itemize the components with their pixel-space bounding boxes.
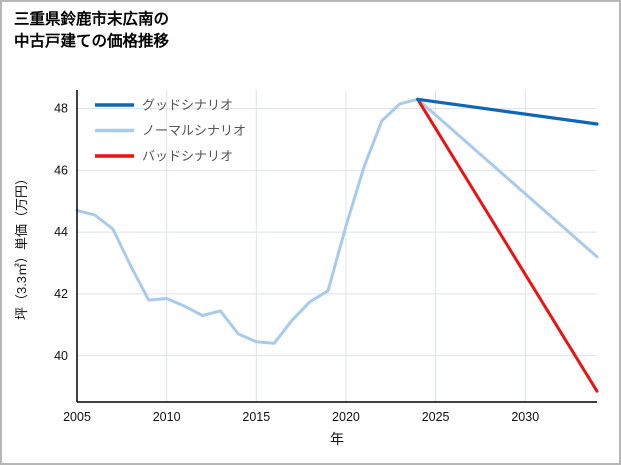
chart-title: 三重県鈴鹿市末広南の 中古戸建ての価格推移 <box>14 9 169 54</box>
x-tick-label: 2025 <box>422 410 450 424</box>
y-tick-label: 46 <box>54 163 68 177</box>
y-tick-label: 44 <box>54 225 68 239</box>
series-line-good-scenario <box>416 97 599 126</box>
y-tick-label: 48 <box>54 102 68 116</box>
x-tick-label: 2030 <box>511 410 539 424</box>
y-axis-title: 坪（3.3㎡）単価（万円） <box>14 172 29 320</box>
y-tick-label: 40 <box>54 349 68 363</box>
chart-title-line2: 中古戸建ての価格推移 <box>14 33 170 51</box>
legend-label-good-scenario: グッドシナリオ <box>142 97 233 112</box>
legend-label-bad-scenario: バッドシナリオ <box>142 148 233 163</box>
x-axis-title: 年 <box>330 431 344 447</box>
axes <box>76 90 597 403</box>
x-tick-label: 2005 <box>63 410 91 424</box>
legend-label-normal-scenario: ノーマルシナリオ <box>142 123 246 138</box>
series-line-normal-scenario <box>75 97 599 345</box>
grid <box>76 90 597 402</box>
x-tick-label: 2015 <box>242 410 270 424</box>
y-tick-label: 42 <box>54 287 68 301</box>
chart-title-line1: 三重県鈴鹿市末広南の <box>14 11 170 28</box>
x-tick-label: 2020 <box>332 410 360 424</box>
x-tick-label: 2010 <box>153 410 181 424</box>
series-lines <box>75 97 599 393</box>
series-line-bad-scenario <box>416 97 599 393</box>
